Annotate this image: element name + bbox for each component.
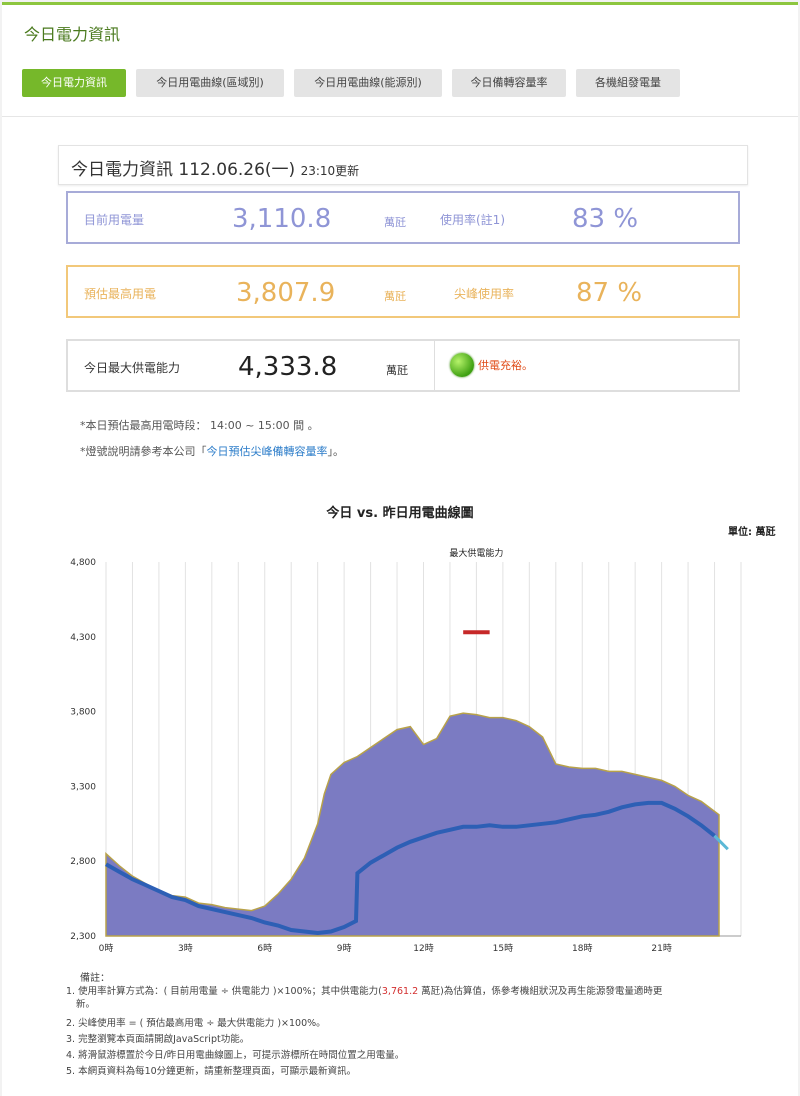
reserve-rate-link[interactable]: 今日預估尖峰備轉容量率 [206, 445, 328, 458]
usage-rate-value: 83 % [572, 204, 639, 234]
tab-curve-region[interactable]: 今日用電曲線(區域別) [136, 69, 284, 97]
y-axis-ticks: 2,300 2,800 3,300 3,800 4,300 4,800 [70, 558, 96, 942]
remark-1-text-mid: 萬瓩)為估算值，係參考機組狀況及再生能源發電量適時更 [418, 986, 663, 997]
chart-unit: 單位: 萬瓩 [728, 527, 776, 538]
max-supply-box: 今日最大供電能力 4,333.8 萬瓩 供電充裕。 [66, 339, 740, 392]
remarks-heading: 備註： [80, 973, 110, 984]
x-tick-label: 0時 [99, 943, 114, 954]
divider [434, 341, 435, 390]
x-tick-label: 18時 [572, 943, 592, 954]
light-legend-note: *燈號說明請參考本公司「今日預估尖峰備轉容量率」。 [80, 443, 344, 459]
light-note-prefix: *燈號說明請參考本公司「 [80, 445, 207, 458]
x-tick-label: 12時 [413, 943, 433, 954]
remark-4: 4. 將滑鼠游標置於今日/昨日用電曲線圖上，可提示游標所在時間位置之用電量。 [66, 1050, 405, 1061]
remark-1-text-end: 新。 [76, 999, 96, 1010]
y-tick-label: 4,300 [70, 633, 96, 643]
tab-power-info[interactable]: 今日電力資訊 [22, 69, 126, 97]
current-usage-box: 目前用電量 3,110.8 萬瓩 使用率(註1) 83 % [66, 191, 740, 244]
y-tick-label: 2,300 [70, 932, 96, 942]
supply-status-light-icon [450, 353, 474, 377]
supply-status-text: 供電充裕。 [478, 359, 533, 372]
usage-rate-label: 使用率(註1) [440, 213, 505, 227]
peak-rate-label: 尖峰使用率 [454, 287, 515, 301]
remark-2: 2. 尖峰使用率 = ( 預估最高用電 ÷ 最大供電能力 )×100%。 [66, 1018, 326, 1029]
info-title-box: 今日電力資訊 112.06.26(一) 23:10更新 [58, 145, 748, 185]
x-tick-label: 3時 [178, 943, 193, 954]
yesterday-line-series [105, 800, 716, 936]
y-tick-label: 2,800 [70, 857, 96, 867]
current-usage-unit: 萬瓩 [384, 216, 406, 229]
tab-curve-energy[interactable]: 今日用電曲線(能源別) [294, 69, 442, 97]
page-title: 今日電力資訊 [24, 25, 121, 44]
y-tick-label: 3,800 [70, 708, 96, 718]
remark-1-supply-estimate: 3,761.2 [381, 986, 419, 997]
current-usage-label: 目前用電量 [84, 213, 145, 227]
max-supply-unit: 萬瓩 [386, 364, 408, 377]
x-axis-ticks: 0時 3時 6時 9時 12時 15時 18時 21時 [99, 943, 672, 954]
x-tick-label: 21時 [651, 943, 671, 954]
peak-rate-value: 87 % [576, 278, 643, 308]
today-area-series [105, 712, 720, 937]
max-supply-label: 今日最大供電能力 [84, 361, 181, 375]
load-curve-chart[interactable]: 最大供電能力 2,300 2,800 3,300 3,800 4,300 4,800 0時… [56, 540, 756, 960]
peak-time-note: *本日預估最高用電時段： 14:00 ~ 15:00 間 。 [80, 419, 319, 432]
current-usage-value: 3,110.8 [232, 204, 332, 234]
max-supply-value: 4,333.8 [238, 352, 338, 382]
y-tick-label: 4,800 [70, 558, 96, 568]
update-time: 23:10更新 [300, 164, 360, 178]
remark-1-text: 1. 使用率計算方式為：( 目前用電量 ÷ 供電能力 )×100%；其中供電能力… [66, 986, 382, 997]
max-supply-annotation: 最大供電能力 [449, 547, 503, 559]
peak-usage-unit: 萬瓩 [384, 290, 406, 303]
remark-5: 5. 本網頁資料為每10分鐘更新，請重新整理頁面，可顯示最新資訊。 [66, 1066, 357, 1077]
chart-title: 今日 vs. 昨日用電曲線圖 [326, 506, 474, 521]
info-title: 今日電力資訊 112.06.26(一) 23:10更新 [71, 155, 359, 180]
y-tick-label: 3,300 [70, 782, 96, 792]
tab-unit-generation[interactable]: 各機組發電量 [576, 69, 680, 97]
top-bar: 今日電力資訊 今日電力資訊 今日用電曲線(區域別) 今日用電曲線(能源別) 今日… [2, 5, 798, 117]
light-note-suffix: 」。 [327, 445, 345, 458]
x-tick-label: 6時 [257, 943, 272, 954]
peak-usage-box: 預估最高用電 3,807.9 萬瓩 尖峰使用率 87 % [66, 265, 740, 318]
x-tick-label: 15時 [493, 943, 513, 954]
tab-reserve-rate[interactable]: 今日備轉容量率 [452, 69, 566, 97]
yesterday-line-tail [713, 834, 729, 851]
x-tick-label: 9時 [337, 943, 352, 954]
peak-usage-label: 預估最高用電 [84, 287, 157, 301]
info-title-date: 今日電力資訊 112.06.26(一) [71, 160, 296, 180]
remark-1: 1. 使用率計算方式為：( 目前用電量 ÷ 供電能力 )×100%；其中供電能力… [66, 985, 776, 1011]
remark-3: 3. 完整瀏覽本頁面請開啟JavaScript功能。 [66, 1034, 250, 1045]
peak-usage-value: 3,807.9 [236, 278, 336, 308]
